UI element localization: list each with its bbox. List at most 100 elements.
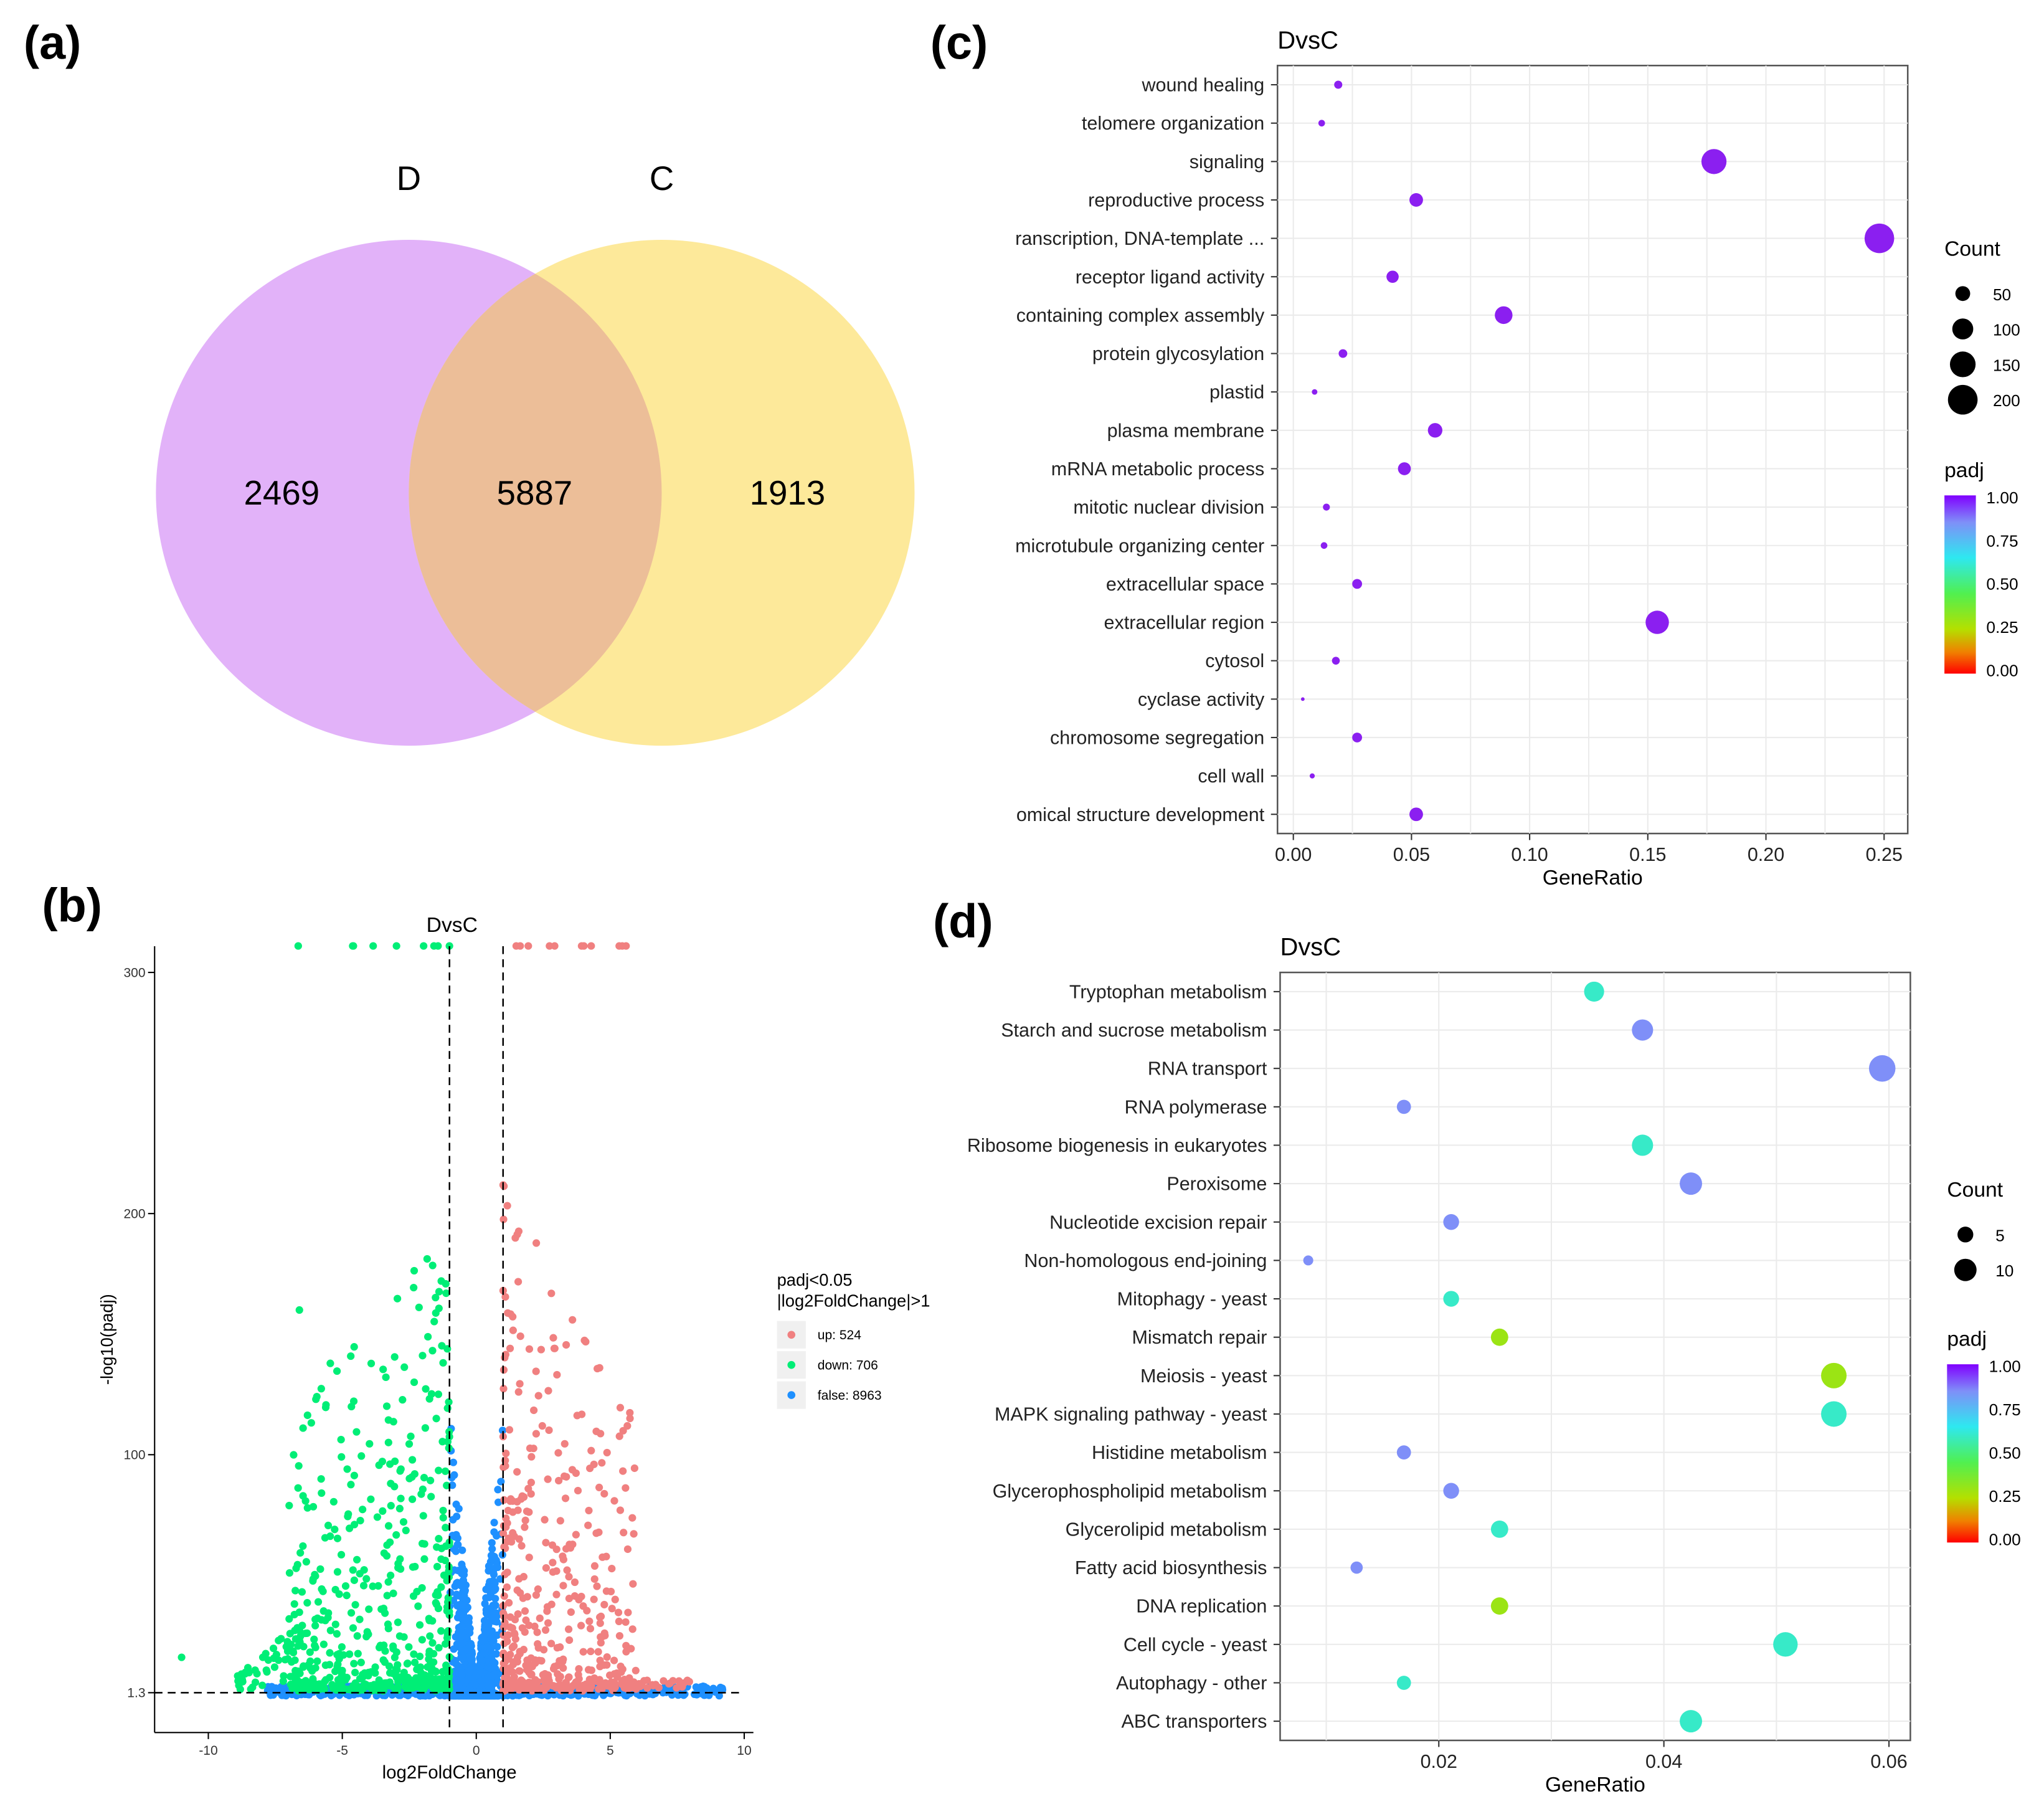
- volcano-point-up: [516, 1380, 524, 1388]
- color-legend-label: 0.75: [1989, 1400, 2021, 1419]
- term-label: cytosol: [1205, 650, 1264, 672]
- volcano-point-down: [384, 1438, 392, 1446]
- volcano-point-down: [422, 1385, 430, 1393]
- volcano-point-down: [383, 1592, 391, 1600]
- volcano-point-false: [452, 1547, 460, 1555]
- volcano-point-down: [347, 1609, 356, 1617]
- volcano-point-down: [349, 1566, 357, 1574]
- volcano-point-down: [418, 1636, 426, 1644]
- volcano-point-down: [347, 1352, 355, 1360]
- volcano-point-down: [326, 1359, 334, 1367]
- volcano-point-up: [511, 1635, 519, 1643]
- volcano-point-up: [632, 1666, 640, 1674]
- volcano-point-down: [439, 1359, 447, 1367]
- volcano-point-down: [343, 1465, 351, 1473]
- dot-telomere-organization: [1318, 120, 1325, 127]
- volcano-point-down: [311, 1641, 319, 1649]
- volcano-point-down: [329, 1498, 338, 1506]
- dot-ribosome-biogenesis-in-eukaryotes: [1632, 1134, 1654, 1156]
- volcano-point-false: [462, 1676, 471, 1684]
- volcano-point-up: [622, 1641, 630, 1649]
- dot-cell-cycle-yeast: [1773, 1632, 1798, 1657]
- volcano-point-false: [498, 1426, 507, 1435]
- volcano-point-down: [344, 1510, 352, 1518]
- volcano-point-up: [603, 1653, 611, 1661]
- volcano-point-up: [503, 1202, 511, 1210]
- volcano-point-down: [248, 1683, 257, 1691]
- volcano-point-up: [520, 1493, 528, 1501]
- dot-plasma-membrane: [1427, 423, 1442, 438]
- volcano-point-up: [499, 1215, 508, 1223]
- volcano-point-up: [643, 1684, 651, 1692]
- volcano-point-up: [553, 1661, 561, 1670]
- volcano-point-up: [503, 1684, 511, 1692]
- volcano-point-false: [464, 1626, 472, 1634]
- term-label: mRNA metabolic process: [1051, 458, 1264, 480]
- volcano-point-false: [493, 1679, 501, 1687]
- volcano-point-down: [317, 1475, 325, 1483]
- volcano-point-down: [177, 1653, 186, 1661]
- color-legend-title: padj: [1947, 1328, 1987, 1351]
- volcano-point-down: [283, 1638, 291, 1646]
- volcano-point-down: [420, 1540, 428, 1548]
- venn-overlap: [409, 240, 662, 746]
- size-legend-label: 50: [1993, 285, 2011, 304]
- size-legend-label: 150: [1993, 356, 2020, 374]
- volcano-point-up: [505, 1426, 514, 1434]
- volcano-point-up: [524, 1484, 532, 1493]
- dot-cell-wall: [1309, 773, 1315, 779]
- volcano-point-down: [331, 1620, 339, 1628]
- volcano-point-up: [503, 1569, 511, 1577]
- x-tick-label: 0.04: [1645, 1751, 1682, 1772]
- volcano-point-down: [441, 1640, 450, 1648]
- volcano-point-down: [311, 1621, 319, 1630]
- volcano-point-up: [513, 1468, 521, 1476]
- color-legend-label: 0.25: [1986, 618, 2018, 637]
- dot-mitophagy-yeast: [1443, 1291, 1459, 1307]
- volcano-point-down: [303, 1598, 311, 1607]
- volcano-point-up: [519, 1594, 527, 1602]
- volcano-point-down: [290, 1451, 298, 1459]
- dot-glycerophospholipid-metabolism: [1443, 1483, 1459, 1499]
- volcano-point-false: [465, 1619, 473, 1627]
- volcano-point-down: [365, 1605, 373, 1613]
- volcano-point-down: [306, 1648, 314, 1656]
- volcano-point-down: [428, 1261, 437, 1270]
- volcano-point-up: [618, 1665, 627, 1673]
- volcano-point-down: [410, 1683, 418, 1691]
- dot-rna-transport: [1868, 1055, 1896, 1082]
- volcano-point-down: [397, 1494, 405, 1502]
- volcano-point-up: [599, 1553, 607, 1561]
- term-label: Mismatch repair: [1132, 1327, 1267, 1348]
- volcano-point-false: [458, 1560, 466, 1569]
- volcano-point-up: [556, 1517, 564, 1525]
- volcano-point-false: [488, 1617, 496, 1625]
- volcano-point-false: [692, 1683, 700, 1691]
- volcano-point-up: [596, 1619, 604, 1627]
- term-label: RNA transport: [1148, 1058, 1267, 1080]
- volcano-point-up: [530, 1406, 538, 1415]
- plot-title: DvsC: [1277, 27, 1338, 54]
- size-legend-title: Count: [1944, 237, 2000, 260]
- volcano-point-up: [547, 1640, 556, 1648]
- volcano-point-false: [448, 1481, 457, 1489]
- volcano-point-down: [357, 1658, 365, 1666]
- volcano-point-false: [483, 1643, 491, 1651]
- volcano-point-down: [299, 1424, 307, 1432]
- size-legend-title: Count: [1947, 1179, 2003, 1202]
- volcano-point-up: [537, 1657, 546, 1665]
- volcano-point-false: [459, 1654, 467, 1662]
- volcano-point-up: [586, 1625, 595, 1633]
- volcano-point-down: [411, 1562, 419, 1571]
- volcano-point-false: [460, 1692, 468, 1700]
- dot-rna-polymerase: [1396, 1099, 1411, 1114]
- volcano-point-up: [619, 1426, 627, 1435]
- volcano-point-down: [421, 1424, 430, 1432]
- term-label: wound healing: [1141, 75, 1264, 96]
- volcano-point-false: [491, 1564, 499, 1572]
- volcano-point-down: [294, 1484, 302, 1492]
- volcano-point-up: [516, 1667, 524, 1675]
- volcano-point-down: [350, 1576, 358, 1584]
- volcano-point-false: [458, 1546, 466, 1554]
- term-label: plasma membrane: [1107, 420, 1265, 441]
